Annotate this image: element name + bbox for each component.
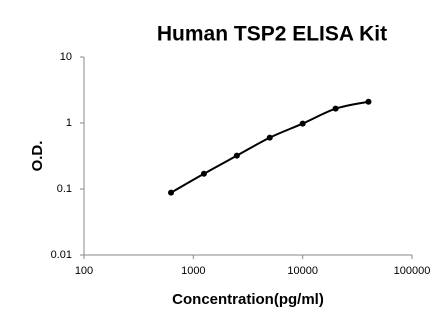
- x-tick-label: 100000: [394, 265, 431, 277]
- data-point: [332, 105, 339, 112]
- data-point: [365, 98, 372, 105]
- x-tick-label: 100: [75, 265, 93, 277]
- x-axis-label: Concentration(pg/ml): [172, 291, 324, 308]
- chart-title: Human TSP2 ELISA Kit: [157, 23, 387, 46]
- y-tick-label: 10: [60, 51, 72, 63]
- data-point: [233, 152, 240, 159]
- data-point: [266, 134, 273, 141]
- data-point: [168, 189, 175, 196]
- fit-line: [170, 100, 369, 194]
- y-tick-label: 0.1: [57, 183, 72, 195]
- data-point: [299, 120, 306, 127]
- x-tick-label: 10000: [287, 265, 318, 277]
- y-tick-label: 0.01: [51, 249, 72, 261]
- data-point: [200, 170, 207, 177]
- x-tick-label: 1000: [181, 265, 205, 277]
- y-axis-label: O.D.: [29, 141, 46, 172]
- y-tick-label: 1: [66, 117, 72, 129]
